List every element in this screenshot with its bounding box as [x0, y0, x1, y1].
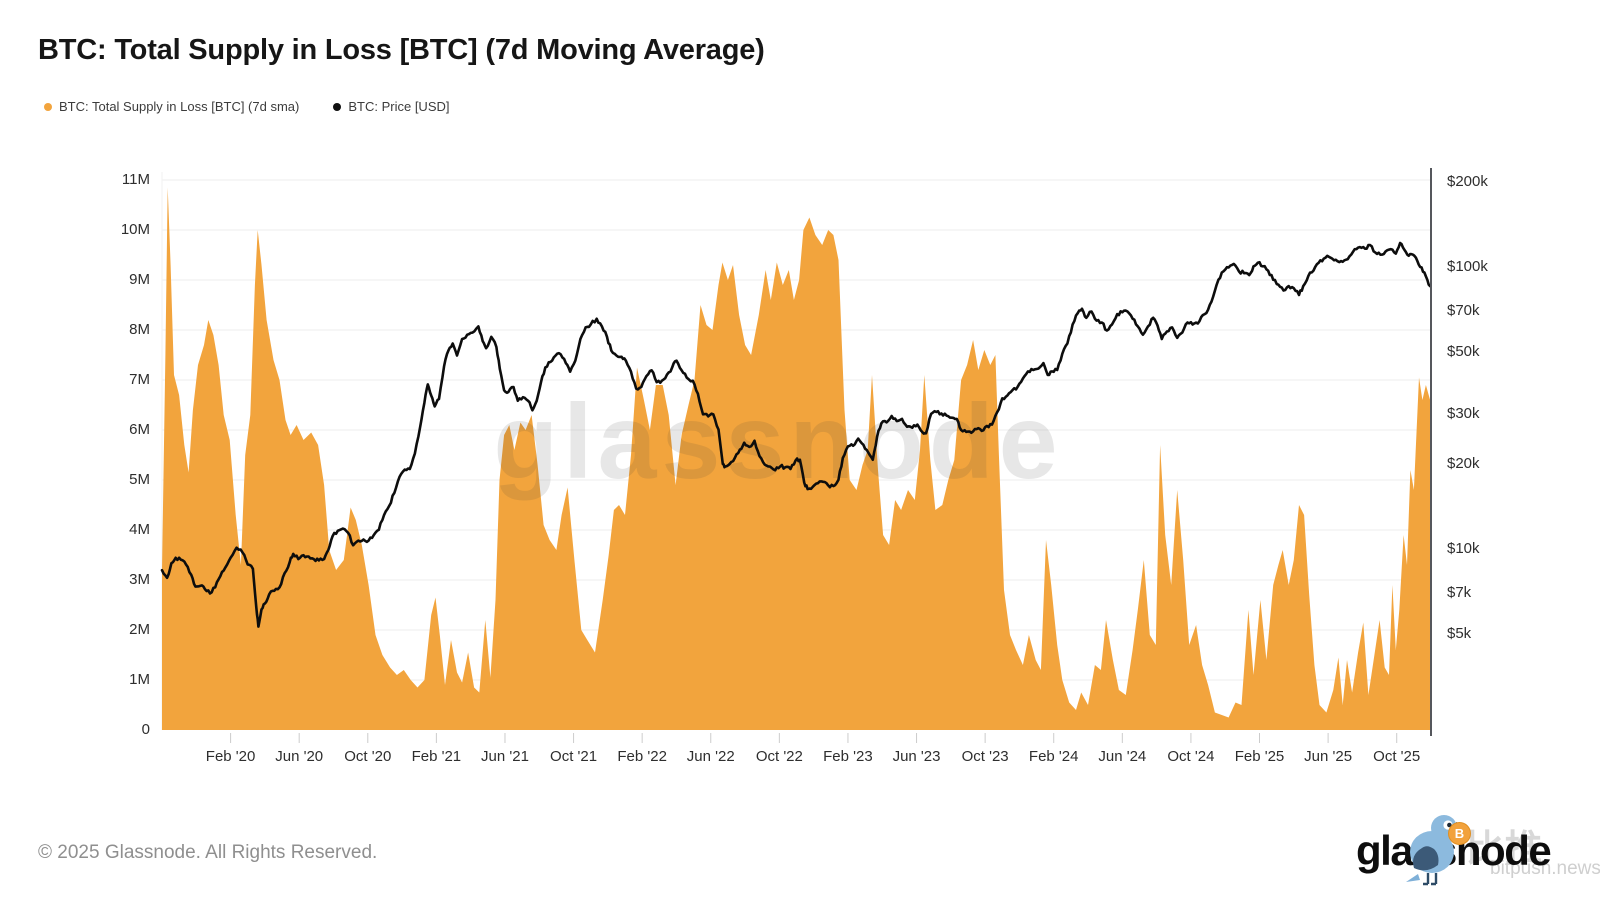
- legend-item-supply-in-loss[interactable]: BTC: Total Supply in Loss [BTC] (7d sma): [44, 99, 299, 114]
- x-axis-label: Jun '21: [481, 748, 529, 765]
- y-axis-label-right: $50k: [1447, 342, 1480, 360]
- x-axis-label: Feb '20: [205, 748, 256, 765]
- y-axis-label-left: 4M: [129, 521, 150, 538]
- x-axis-label: Oct '21: [550, 748, 598, 765]
- y-axis-label-left: 7M: [129, 371, 150, 388]
- legend-dot-supply-icon: [44, 102, 52, 111]
- y-axis-label-right: $5k: [1447, 624, 1472, 642]
- page-title: BTC: Total Supply in Loss [BTC] (7d Movi…: [38, 34, 765, 66]
- bitcoin-coin-icon: B: [1448, 822, 1471, 845]
- x-axis-label: Jun '23: [892, 748, 941, 765]
- y-axis-label-right: $200k: [1447, 173, 1488, 190]
- legend: BTC: Total Supply in Loss [BTC] (7d sma)…: [44, 99, 449, 114]
- x-axis-label: Feb '21: [411, 748, 462, 765]
- bitpush-site-label: bitpush.news: [1490, 858, 1600, 879]
- x-axis-label: Oct '23: [961, 748, 1009, 765]
- y-axis-label-right: $10k: [1447, 539, 1480, 557]
- glassnode-watermark: glassnode: [493, 383, 1062, 501]
- btc-price-line: [160, 241, 1432, 628]
- footer-copyright: © 2025 Glassnode. All Rights Reserved.: [38, 842, 378, 863]
- y-axis-label-right: $30k: [1447, 405, 1480, 423]
- x-axis-label: Jun '22: [686, 748, 735, 765]
- legend-label-price: BTC: Price [USD]: [348, 99, 450, 114]
- y-axis-label-right: $100k: [1447, 257, 1488, 275]
- x-axis-label: Jun '25: [1304, 748, 1353, 765]
- y-axis-label-right: $70k: [1447, 301, 1480, 319]
- legend-label-supply: BTC: Total Supply in Loss [BTC] (7d sma): [59, 99, 300, 114]
- y-axis-label-left: 8M: [129, 321, 150, 338]
- x-axis-label: Feb '22: [617, 748, 667, 765]
- x-axis-label: Feb '24: [1028, 748, 1079, 765]
- y-axis-label-left: 9M: [129, 271, 150, 288]
- y-axis-label-left: 6M: [129, 421, 150, 438]
- x-axis-label: Oct '24: [1167, 748, 1215, 765]
- x-axis-label: Feb '25: [1234, 748, 1285, 765]
- x-axis-label: Oct '20: [344, 748, 392, 765]
- legend-dot-price-icon: [333, 102, 342, 111]
- brand-logo-cluster: 比推 glassnode B bitpush.news: [1330, 788, 1600, 888]
- y-axis-label-left: 10M: [120, 221, 150, 238]
- y-axis-label-left: 5M: [129, 471, 150, 488]
- x-axis-label: Feb '23: [823, 748, 873, 765]
- y-axis-label-left: 11M: [121, 171, 150, 188]
- y-axis-label-left: 1M: [129, 671, 150, 688]
- y-axis-label-left: 3M: [129, 571, 150, 588]
- y-axis-label-right: $7k: [1447, 583, 1472, 601]
- x-axis-label: Jun '20: [275, 748, 324, 765]
- x-axis-label: Jun '24: [1098, 748, 1147, 765]
- bitpush-bird-icon: [1406, 815, 1466, 886]
- y-axis-label-left: 0: [141, 721, 150, 738]
- bitpush-chinese-watermark: 比推: [1466, 828, 1544, 869]
- y-axis-label-right: $20k: [1447, 455, 1480, 472]
- legend-item-price[interactable]: BTC: Price [USD]: [333, 99, 449, 114]
- x-axis-label: Oct '25: [1373, 748, 1421, 765]
- y-axis-label-left: 2M: [129, 621, 150, 638]
- x-axis-label: Oct '22: [755, 748, 803, 765]
